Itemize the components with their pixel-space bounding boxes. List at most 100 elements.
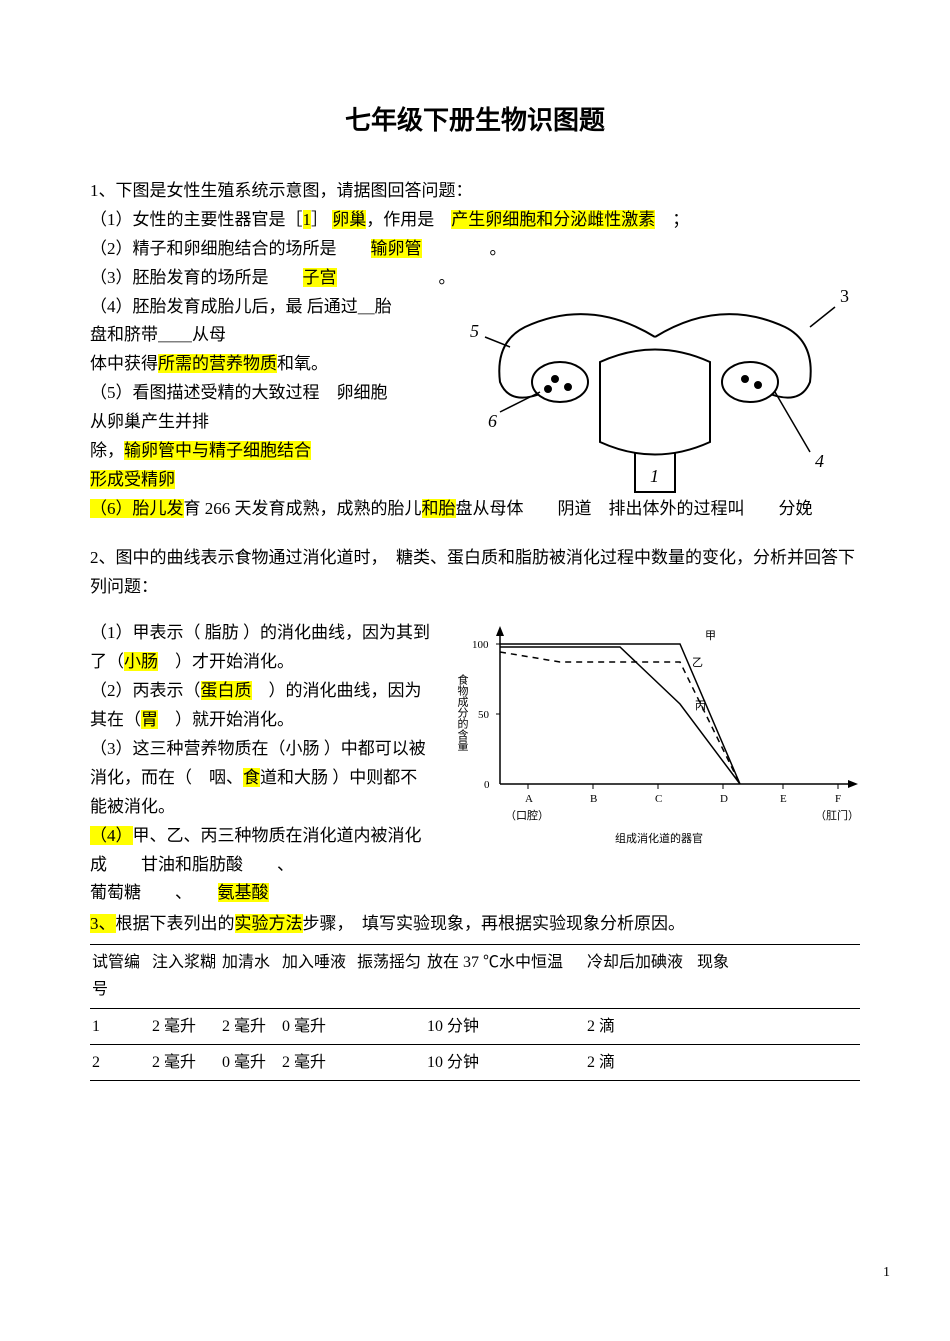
xtick-D: D bbox=[720, 793, 728, 805]
xtick-B: B bbox=[590, 793, 597, 805]
table-row: 2 2 毫升 0 毫升 2 毫升 10 分钟 2 滴 bbox=[90, 1044, 860, 1080]
q1-p1-c: ，作用是 bbox=[366, 210, 434, 229]
q1-p1-b: ］ bbox=[311, 210, 328, 229]
q2-p5: 葡萄糖 、 氨基酸 bbox=[90, 879, 860, 908]
q2-p4-hl: （4） bbox=[90, 826, 133, 845]
q1-p1-ans1: 卵巢 bbox=[332, 210, 366, 229]
td-r2-0: 2 bbox=[90, 1044, 150, 1080]
td-r1-2: 2 毫升 bbox=[220, 1008, 280, 1044]
td-r2-4 bbox=[355, 1044, 425, 1080]
q2-p2-hl1: 蛋白质 bbox=[201, 681, 252, 700]
td-r1-1: 2 毫升 bbox=[150, 1008, 220, 1044]
reproductive-system-diagram: 3 5 6 1 4 bbox=[440, 267, 870, 507]
td-r1-3: 0 毫升 bbox=[280, 1008, 355, 1044]
q2-p4: （4）甲、乙、丙三种物质在消化道内被消化成 甘油和脂肪酸 、 bbox=[90, 822, 430, 880]
q1-p6-a: 育 266 天发育成熟，成熟的胎儿 bbox=[184, 499, 422, 518]
diag-label-6: 6 bbox=[488, 411, 497, 431]
q1-p1: （1）女性的主要性器官是［1］ 卵巢，作用是 产生卵细胞和分泌雌性激素 ； bbox=[90, 206, 860, 235]
th-5: 放在 37 ℃水中恒温 bbox=[425, 945, 585, 1008]
q2-p1-hl: 小肠 bbox=[124, 652, 158, 671]
q1-p4b-b: 和氧。 bbox=[277, 354, 328, 373]
ytick-0: 0 bbox=[484, 779, 490, 791]
th-0: 试管编号 bbox=[90, 945, 150, 1008]
q1-p2: （2）精子和卵细胞结合的场所是 输卵管 。 bbox=[90, 235, 860, 264]
diag-label-4: 4 bbox=[815, 451, 824, 471]
q1-intro: 1、下图是女性生殖系统示意图，请据图回答问题： bbox=[90, 177, 860, 206]
q1-p1-d: ； bbox=[672, 210, 689, 229]
q1-p5b: 除，输卵管中与精子细胞结合 bbox=[90, 437, 400, 466]
q2-p2: （2）丙表示（蛋白质 ）的消化曲线，因为其在（胃 ）就开始消化。 bbox=[90, 677, 430, 735]
y-axis-label: 食物成分的含量 bbox=[456, 672, 469, 750]
q1-p4b: 体中获得所需的营养物质和氧。 bbox=[90, 350, 400, 379]
td-r1-6: 2 滴 bbox=[585, 1008, 695, 1044]
table-header-row: 试管编号 注入浆糊 加清水 加入唾液 振荡摇匀 放在 37 ℃水中恒温 冷却后加… bbox=[90, 945, 860, 1008]
q3-intro-b: 步骤， 填写实验现象，再根据实验现象分析原因。 bbox=[303, 914, 686, 933]
experiment-table: 试管编号 注入浆糊 加清水 加入唾液 振荡摇匀 放在 37 ℃水中恒温 冷却后加… bbox=[90, 944, 860, 1081]
q1-p6-hl: （6）胎儿发 bbox=[90, 499, 184, 518]
xtick-C: C bbox=[655, 793, 662, 805]
q1-p5: （5）看图描述受精的大致过程 卵细胞从卵巢产生并排 bbox=[90, 379, 400, 437]
q1-p5c-hl: 形成受精卵 bbox=[90, 470, 175, 489]
table-row: 1 2 毫升 2 毫升 0 毫升 10 分钟 2 滴 bbox=[90, 1008, 860, 1044]
q1-p5b-a: 除， bbox=[90, 441, 124, 460]
q1-p3-a: （3）胚胎发育的场所是 bbox=[90, 268, 269, 287]
xtick-E: E bbox=[780, 793, 787, 805]
q1-p2-ans: 输卵管 bbox=[371, 239, 422, 258]
q2-p4-a: 甲、乙、丙三种物质在消化道内被消化成 甘油和脂肪酸 、 bbox=[90, 826, 422, 874]
td-r2-1: 2 毫升 bbox=[150, 1044, 220, 1080]
x-sub-left: （口腔） bbox=[505, 808, 549, 822]
q1-p1-num: 1 bbox=[303, 210, 312, 229]
td-r2-6: 2 滴 bbox=[585, 1044, 695, 1080]
page-title: 七年级下册生物识图题 bbox=[90, 100, 860, 137]
series-yi: 乙 bbox=[692, 656, 703, 669]
q3-intro-a: 根据下表列出的 bbox=[116, 914, 235, 933]
q1-p2-b: 。 bbox=[490, 239, 507, 258]
q3-intro-hl-b: 实验方法 bbox=[235, 914, 303, 933]
th-7: 现象 bbox=[695, 945, 860, 1008]
q1-p2-a: （2）精子和卵细胞结合的场所是 bbox=[90, 239, 337, 258]
td-r1-7 bbox=[695, 1008, 860, 1044]
q2-p1: （1）甲表示（ 脂肪 ）的消化曲线，因为其到了（小肠 ）才开始消化。 bbox=[90, 619, 430, 677]
diag-label-3: 3 bbox=[840, 286, 849, 306]
td-r1-0: 1 bbox=[90, 1008, 150, 1044]
digestion-chart: 100 50 0 食物成分的含量 甲 乙 丙 A B C D E F bbox=[450, 614, 860, 854]
diag-label-1: 1 bbox=[650, 466, 659, 486]
question-1: 1、下图是女性生殖系统示意图，请据图回答问题： （1）女性的主要性器官是［1］ … bbox=[90, 177, 860, 524]
xtick-A: A bbox=[525, 793, 533, 805]
q2-p1-b: ）才开始消化。 bbox=[175, 652, 294, 671]
q3-intro: 3、根据下表列出的实验方法步骤， 填写实验现象，再根据实验现象分析原因。 bbox=[90, 910, 860, 939]
question-2: 2、图中的曲线表示食物通过消化道时， 糖类、蛋白质和脂肪被消化过程中数量的变化，… bbox=[90, 544, 860, 909]
th-2: 加清水 bbox=[220, 945, 280, 1008]
td-r2-7 bbox=[695, 1044, 860, 1080]
x-sub-right: （肛门） bbox=[815, 808, 859, 822]
td-r2-3: 2 毫升 bbox=[280, 1044, 355, 1080]
q1-p5b-hl: 输卵管中与精子细胞结合 bbox=[124, 441, 311, 460]
q2-p3: （3）这三种营养物质在（小肠 ）中都可以被消化，而在（ 咽、食道和大肠 ）中则都… bbox=[90, 735, 430, 822]
question-3: 3、根据下表列出的实验方法步骤， 填写实验现象，再根据实验现象分析原因。 试管编… bbox=[90, 910, 860, 1081]
series-jia: 甲 bbox=[705, 630, 716, 642]
xtick-F: F bbox=[835, 793, 841, 805]
q1-p1-a: （1）女性的主要性器官是［ bbox=[90, 210, 303, 229]
q1-p3-ans: 子宫 bbox=[303, 268, 337, 287]
td-r2-5: 10 分钟 bbox=[425, 1044, 585, 1080]
th-3: 加入唾液 bbox=[280, 945, 355, 1008]
q2-p2-hl2: 胃 bbox=[141, 710, 158, 729]
series-bing: 丙 bbox=[695, 700, 706, 712]
q2-intro: 2、图中的曲线表示食物通过消化道时， 糖类、蛋白质和脂肪被消化过程中数量的变化，… bbox=[90, 544, 860, 602]
q2-p5-hl: 氨基酸 bbox=[218, 883, 269, 902]
q2-p2-c: ）就开始消化。 bbox=[175, 710, 294, 729]
q2-p3-hl: 食 bbox=[243, 768, 260, 787]
q1-p4b-hl: 所需的营养物质 bbox=[158, 354, 277, 373]
page-number: 1 bbox=[883, 1265, 890, 1281]
q2-p2-a: （2）丙表示（ bbox=[90, 681, 201, 700]
ytick-50: 50 bbox=[478, 709, 490, 721]
q1-p4: （4）胚胎发育成胎儿后，最 后通过＿胎盘和脐带＿＿从母 bbox=[90, 293, 400, 351]
td-r1-4 bbox=[355, 1008, 425, 1044]
x-axis-title: 组成消化道的器官 bbox=[615, 831, 703, 845]
q1-p5c: 形成受精卵 bbox=[90, 466, 400, 495]
q3-intro-hl-a: 3、 bbox=[90, 914, 116, 933]
th-4: 振荡摇匀 bbox=[355, 945, 425, 1008]
td-r2-2: 0 毫升 bbox=[220, 1044, 280, 1080]
q1-p4b-a: 体中获得 bbox=[90, 354, 158, 373]
q1-p1-ans2: 产生卵细胞和分泌雌性激素 bbox=[451, 210, 655, 229]
